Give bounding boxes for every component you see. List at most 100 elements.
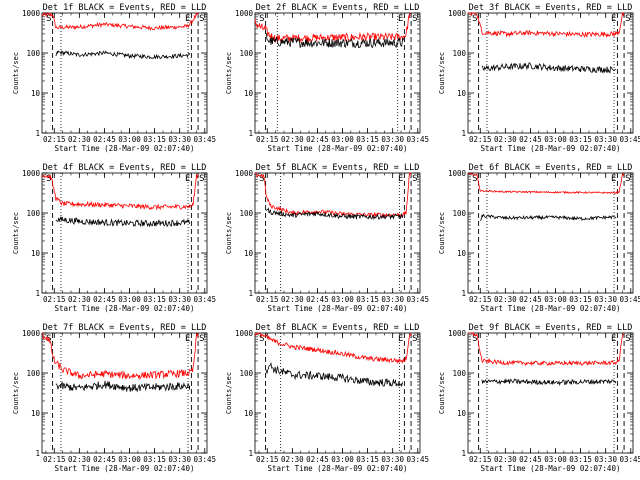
marker-label-s: S (199, 14, 204, 24)
marker-label-s: S (472, 14, 477, 24)
y-tick-label: 100 (239, 369, 253, 378)
x-tick-label: 02:30 (281, 135, 304, 144)
y-tick-label: 1 (461, 289, 466, 298)
detector-panel-6: Det 6f BLACK = Events, RED = LLD 1 10 100 10… (438, 163, 640, 313)
y-axis-label: Counts/sec (438, 372, 446, 414)
x-tick-label: 03:30 (168, 295, 191, 304)
detector-panel-4: Det 4f BLACK = Events, RED = LLD 1 10 100 10… (12, 163, 216, 313)
x-tick-label: 03:15 (143, 295, 166, 304)
x-tick-label: 03:30 (594, 295, 617, 304)
marker-label-s: S (412, 174, 417, 184)
x-tick-label: 03:30 (594, 135, 617, 144)
plot-frame (41, 12, 208, 134)
y-tick-label: 100 (452, 209, 466, 218)
plot-frame (467, 172, 634, 294)
marker-label-s: S (259, 14, 264, 24)
plot-frame (467, 12, 634, 134)
marker-label-s: S (259, 334, 264, 344)
marker-label-s: S (199, 174, 204, 184)
x-tick-label: 02:30 (281, 295, 304, 304)
y-axis-label: Counts/sec (225, 372, 233, 414)
lld-rate-line (41, 12, 199, 31)
x-tick-label: 02:15 (469, 295, 492, 304)
events-rate-line (55, 380, 191, 393)
x-tick-label: 03:45 (406, 135, 429, 144)
y-tick-label: 10 (244, 249, 254, 258)
marker-label-s: S (472, 334, 477, 344)
y-tick-label: 1 (461, 449, 466, 458)
x-tick-label: 02:45 (306, 295, 329, 304)
plot-frame (254, 172, 421, 294)
y-axis-label: Counts/sec (225, 52, 233, 94)
x-tick-label: 02:30 (494, 295, 517, 304)
events-rate-line (55, 216, 191, 228)
chart-title: Det 9f BLACK = Events, RED = LLD (469, 323, 633, 333)
marker-label-s: S (259, 174, 264, 184)
x-tick-label: 03:45 (193, 295, 216, 304)
y-tick-label: 10 (31, 89, 41, 98)
lld-rate-line (467, 12, 625, 39)
x-axis-label: Start Time (28-Mar-09 02:07:40) (481, 464, 621, 473)
x-tick-label: 03:45 (619, 295, 640, 304)
marker-label-e: E (611, 14, 616, 24)
y-tick-label: 1 (248, 449, 253, 458)
detector-panel-8: Det 8f BLACK = Events, RED = LLD 1 10 100 10… (225, 323, 429, 473)
x-tick-label: 02:30 (68, 135, 91, 144)
y-tick-label: 1000 (448, 169, 467, 178)
x-tick-label: 02:45 (519, 455, 542, 464)
x-tick-label: 02:30 (281, 455, 304, 464)
x-tick-label: 03:15 (569, 135, 592, 144)
x-axis-label: Start Time (28-Mar-09 02:07:40) (481, 144, 621, 153)
events-rate-line (265, 361, 404, 388)
y-tick-label: 1000 (22, 9, 41, 18)
y-axis-label: Counts/sec (438, 52, 446, 94)
y-tick-label: 1 (35, 289, 40, 298)
x-tick-label: 02:45 (93, 455, 116, 464)
marker-label-s: S (412, 14, 417, 24)
y-tick-label: 10 (457, 409, 467, 418)
events-rate-line (55, 50, 191, 60)
events-rate-line (265, 32, 405, 49)
x-tick-label: 02:15 (43, 455, 66, 464)
y-tick-label: 1 (248, 289, 253, 298)
lld-rate-line (467, 172, 625, 195)
x-tick-label: 03:30 (168, 135, 191, 144)
x-tick-label: 03:30 (594, 455, 617, 464)
x-tick-label: 03:15 (356, 455, 379, 464)
x-tick-label: 03:00 (331, 455, 354, 464)
events-rate-line (481, 62, 617, 74)
detector-panel-2: Det 2f BLACK = Events, RED = LLD 1 10 100 10… (225, 3, 429, 153)
detector-panel-9: Det 9f BLACK = Events, RED = LLD 1 10 100 10… (438, 323, 640, 473)
marker-label-s: S (472, 174, 477, 184)
plot-frame (254, 332, 421, 454)
marker-label-e: E (398, 174, 403, 184)
x-tick-label: 02:15 (43, 295, 66, 304)
y-tick-label: 100 (26, 209, 40, 218)
y-tick-label: 1000 (448, 9, 467, 18)
marker-label-s: S (46, 14, 51, 24)
x-tick-label: 02:15 (469, 135, 492, 144)
x-tick-label: 02:45 (519, 135, 542, 144)
events-rate-line (479, 213, 617, 222)
y-tick-label: 1000 (235, 329, 254, 338)
y-tick-label: 1000 (22, 329, 41, 338)
x-tick-label: 03:15 (569, 455, 592, 464)
y-tick-label: 10 (244, 89, 254, 98)
marker-label-e: E (611, 174, 616, 184)
x-tick-label: 02:45 (306, 135, 329, 144)
plot-frame (41, 332, 208, 454)
y-tick-label: 100 (452, 49, 466, 58)
x-tick-label: 03:45 (619, 455, 640, 464)
chart-title: Det 1f BLACK = Events, RED = LLD (43, 3, 207, 13)
lld-rate-line (42, 332, 199, 381)
marker-label-s: S (46, 174, 51, 184)
x-tick-label: 03:00 (118, 455, 141, 464)
y-tick-label: 10 (244, 409, 254, 418)
x-tick-label: 03:45 (406, 295, 429, 304)
events-rate-line (481, 378, 617, 387)
marker-label-e: E (398, 14, 403, 24)
marker-label-e: E (398, 334, 403, 344)
marker-label-e: E (185, 14, 190, 24)
y-tick-label: 1000 (22, 169, 41, 178)
